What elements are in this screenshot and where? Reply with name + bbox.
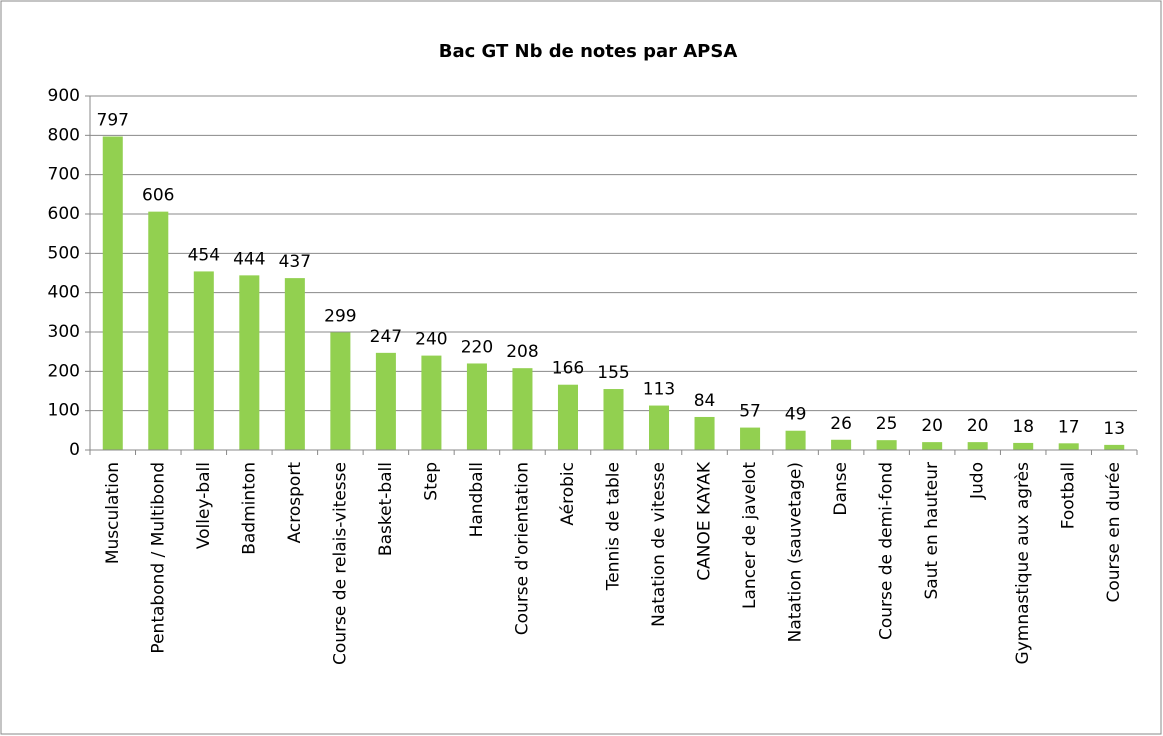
- bar: [967, 442, 988, 450]
- bar: [375, 352, 396, 450]
- x-tick-label: Musculation: [103, 462, 123, 564]
- x-tick-label: Course en durée: [1104, 462, 1124, 603]
- y-tick-label: 100: [48, 401, 80, 421]
- data-label: 20: [921, 416, 943, 436]
- data-label: 437: [279, 252, 311, 272]
- data-label: 240: [415, 330, 447, 350]
- x-tick-label: Acrosport: [285, 462, 305, 544]
- y-tick-label: 200: [48, 361, 80, 381]
- x-tick-label: CANOE KAYAK: [695, 461, 715, 581]
- data-label: 220: [461, 337, 493, 357]
- y-tick-label: 0: [69, 440, 80, 460]
- x-tick-label: Saut en hauteur: [922, 462, 942, 600]
- x-tick-label: Pentabond / Multibond: [148, 462, 168, 654]
- bar: [785, 430, 806, 450]
- data-label: 606: [142, 186, 174, 206]
- x-tick-label: Football: [1059, 462, 1079, 529]
- x-tick-label: Course de demi-fond: [877, 462, 897, 640]
- y-tick-label: 300: [48, 322, 80, 342]
- x-tick-label: Judo: [968, 462, 988, 500]
- data-label: 57: [739, 402, 761, 422]
- bar: [1058, 443, 1079, 450]
- bar: [512, 368, 533, 450]
- x-tick-label: Course d'orientation: [512, 462, 532, 635]
- data-label: 25: [876, 414, 898, 434]
- data-label: 18: [1012, 417, 1034, 437]
- bar: [1104, 444, 1125, 450]
- x-tick-label: Step: [421, 462, 441, 501]
- x-tick-label: Danse: [831, 462, 851, 516]
- bar: [148, 211, 169, 450]
- bar: [694, 416, 715, 450]
- y-tick-label: 500: [48, 243, 80, 263]
- y-tick-label: 400: [48, 283, 80, 303]
- x-tick-label: Gymnastique aux agrès: [1013, 462, 1033, 665]
- y-tick-label: 800: [48, 125, 80, 145]
- bar: [102, 136, 123, 450]
- x-tick-label: Natation de vitesse: [649, 462, 669, 627]
- data-label: 20: [967, 416, 989, 436]
- bar: [831, 439, 852, 450]
- data-label: 444: [233, 249, 265, 269]
- x-tick-label: Course de relais-vitesse: [330, 462, 350, 665]
- data-label: 299: [324, 306, 356, 326]
- bar: [284, 278, 305, 450]
- data-label: 155: [597, 363, 629, 383]
- y-tick-label: 900: [48, 86, 80, 106]
- data-label: 454: [188, 245, 220, 265]
- bar: [649, 405, 670, 450]
- bar: [922, 442, 943, 450]
- x-tick-label: Volley-ball: [194, 462, 214, 549]
- bar: [193, 271, 214, 450]
- x-tick-label: Tennis de table: [604, 462, 624, 591]
- bar: [421, 355, 442, 450]
- data-label: 166: [552, 359, 584, 379]
- bar: [740, 427, 761, 450]
- data-label: 208: [506, 342, 538, 362]
- data-label: 13: [1103, 419, 1125, 439]
- data-label: 84: [694, 391, 716, 411]
- bar: [557, 384, 578, 450]
- y-tick-label: 700: [48, 165, 80, 185]
- bar: [1013, 442, 1034, 450]
- chart-title: Bac GT Nb de notes par APSA: [439, 41, 738, 62]
- bar: [330, 332, 351, 450]
- data-label: 26: [830, 414, 852, 434]
- x-tick-label: Lancer de javelot: [740, 462, 760, 609]
- data-label: 247: [370, 327, 402, 347]
- data-label: 17: [1058, 417, 1080, 437]
- y-tick-label: 600: [48, 204, 80, 224]
- data-label: 49: [785, 405, 807, 425]
- x-tick-label: Basket-ball: [376, 462, 396, 556]
- bar: [239, 275, 260, 450]
- x-tick-label: Natation (sauvetage): [786, 462, 806, 642]
- x-tick-label: Handball: [467, 462, 487, 537]
- bar: [603, 389, 624, 450]
- bar: [466, 363, 487, 450]
- x-tick-label: Aérobic: [558, 462, 578, 526]
- bar: [876, 440, 897, 450]
- x-tick-label: Badminton: [239, 462, 259, 555]
- data-label: 797: [97, 111, 129, 131]
- data-label: 113: [643, 380, 675, 400]
